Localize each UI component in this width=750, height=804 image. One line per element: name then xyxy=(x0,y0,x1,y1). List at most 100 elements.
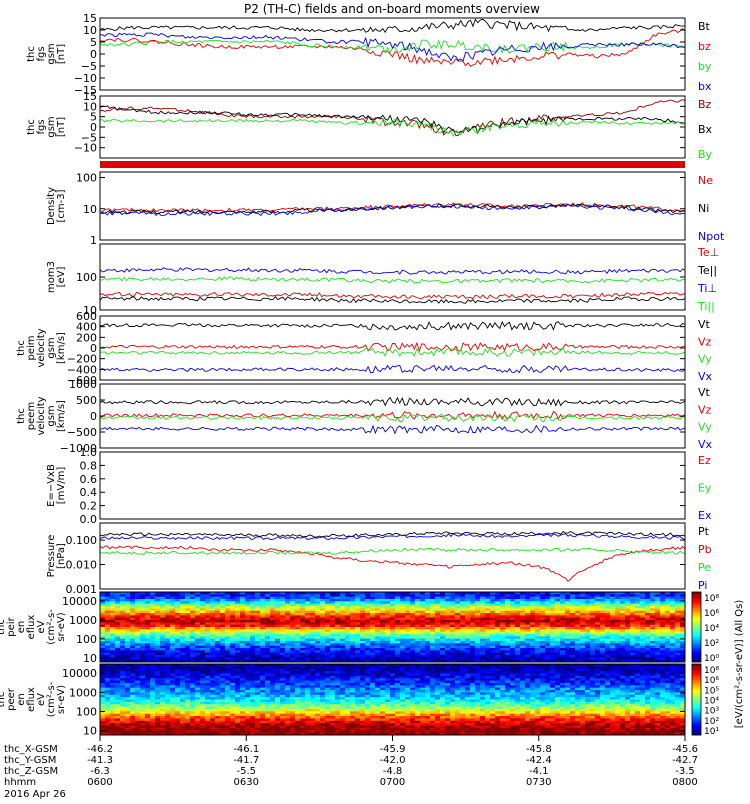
spectrogram-cell xyxy=(345,627,350,630)
spectrogram-cell xyxy=(250,611,255,614)
spectrogram-cell xyxy=(405,601,410,604)
spectrogram-cell xyxy=(585,625,590,628)
spectrogram-cell xyxy=(470,634,475,637)
spectrogram-cell xyxy=(515,611,520,614)
spectrogram-cell xyxy=(350,653,355,656)
spectrogram-cell xyxy=(235,666,240,669)
spectrogram-cell xyxy=(320,632,325,635)
spectrogram-cell xyxy=(675,641,680,644)
spectrogram-cell xyxy=(205,700,210,703)
spectrogram-cell xyxy=(390,625,395,628)
spectrogram-cell xyxy=(590,639,595,642)
spectrogram-cell xyxy=(285,721,290,724)
spectrogram-cell xyxy=(590,627,595,630)
spectrogram-cell xyxy=(415,615,420,618)
spectrogram-cell xyxy=(235,627,240,630)
spectrogram-cell xyxy=(195,641,200,644)
spectrogram-cell xyxy=(225,718,230,721)
spectrogram-cell xyxy=(265,678,270,681)
spectrogram-cell xyxy=(125,726,130,729)
spectrogram-cell xyxy=(160,718,165,721)
spectrogram-cell xyxy=(400,653,405,656)
spectrogram-cell xyxy=(630,641,635,644)
spectrogram-cell xyxy=(515,655,520,658)
spectrogram-cell xyxy=(240,650,245,653)
spectrogram-cell xyxy=(325,620,330,623)
spectrogram-cell xyxy=(140,697,145,700)
spectrogram-cell xyxy=(160,697,165,700)
spectrogram-cell xyxy=(295,615,300,618)
spectrogram-cell xyxy=(490,625,495,628)
spectrogram-cell xyxy=(120,604,125,607)
spectrogram-cell xyxy=(145,728,150,731)
spectrogram-cell xyxy=(175,599,180,602)
spectrogram-cell xyxy=(440,643,445,646)
spectrogram-cell xyxy=(470,625,475,628)
spectrogram-cell xyxy=(110,678,115,681)
spectrogram-cell xyxy=(220,613,225,616)
spectrogram-cell xyxy=(135,627,140,630)
spectrogram-cell xyxy=(620,627,625,630)
spectrogram-cell xyxy=(130,685,135,688)
spectrogram-cell xyxy=(455,653,460,656)
spectrogram-cell xyxy=(225,700,230,703)
spectrogram-cell xyxy=(275,599,280,602)
spectrogram-cell xyxy=(290,716,295,719)
spectrogram-cell xyxy=(520,657,525,660)
spectrogram-cell xyxy=(225,646,230,649)
spectrogram-cell xyxy=(175,688,180,691)
spectrogram-cell xyxy=(325,608,330,611)
spectrogram-cell xyxy=(255,613,260,616)
spectrogram-cell xyxy=(585,641,590,644)
spectrogram-cell xyxy=(580,629,585,632)
spectrogram-cell xyxy=(155,608,160,611)
spectrogram-cell xyxy=(195,669,200,672)
spectrogram-cell xyxy=(225,728,230,731)
spectrogram-cell xyxy=(225,723,230,726)
spectrogram-cell xyxy=(110,615,115,618)
spectrogram-cell xyxy=(135,707,140,710)
spectrogram-cell xyxy=(575,622,580,625)
spectrogram-cell xyxy=(150,721,155,724)
spectrogram-cell xyxy=(255,681,260,684)
spectrogram-cell xyxy=(310,611,315,614)
spectrogram-cell xyxy=(290,695,295,698)
spectrogram-cell xyxy=(530,615,535,618)
spectrogram-cell xyxy=(115,632,120,635)
spectrogram-cell xyxy=(635,613,640,616)
spectrogram-cell xyxy=(260,718,265,721)
spectrogram-cell xyxy=(105,620,110,623)
spectrogram-cell xyxy=(230,666,235,669)
spectrogram-cell xyxy=(130,627,135,630)
spectrogram-cell xyxy=(500,611,505,614)
spectrogram-cell xyxy=(260,648,265,651)
spectrogram-cell xyxy=(325,634,330,637)
spectrogram-cell xyxy=(665,622,670,625)
spectrogram-cell xyxy=(295,655,300,658)
spectrogram-cell xyxy=(590,636,595,639)
spectrogram-cell xyxy=(505,627,510,630)
spectrogram-cell xyxy=(275,678,280,681)
spectrogram-cell xyxy=(245,685,250,688)
spectrogram-cell xyxy=(110,653,115,656)
spectrogram-cell xyxy=(595,636,600,639)
spectrogram-cell xyxy=(445,618,450,621)
spectrogram-cell xyxy=(305,688,310,691)
spectrogram-cell xyxy=(230,711,235,714)
spectrogram-cell xyxy=(630,622,635,625)
spectrogram-cell xyxy=(600,648,605,651)
spectrogram-cell xyxy=(325,657,330,660)
spectrogram-cell xyxy=(220,688,225,691)
spectrogram-cell xyxy=(615,629,620,632)
spectrogram-cell xyxy=(230,671,235,674)
spectrogram-cell xyxy=(335,627,340,630)
spectrogram-cell xyxy=(120,695,125,698)
spectrogram-cell xyxy=(295,650,300,653)
spectrogram-cell xyxy=(135,613,140,616)
spectrogram-cell xyxy=(375,604,380,607)
spectrogram-cell xyxy=(245,601,250,604)
spectrogram-cell xyxy=(450,604,455,607)
spectrogram-cell xyxy=(210,643,215,646)
spectrogram-cell xyxy=(660,601,665,604)
